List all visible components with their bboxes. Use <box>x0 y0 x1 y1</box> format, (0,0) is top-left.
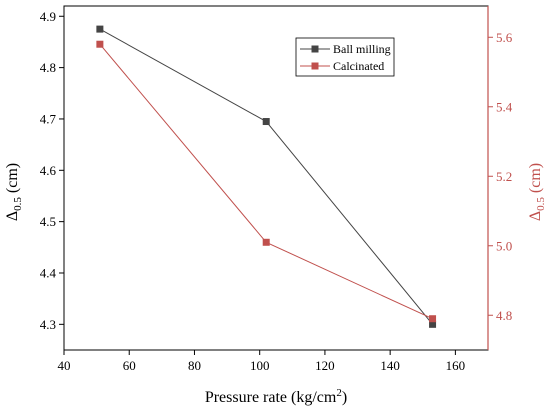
legend-marker-calcinated <box>311 62 319 70</box>
data-point-calcinated <box>96 40 104 48</box>
right-tick-label: 4.8 <box>496 308 512 323</box>
x-tick-label: 120 <box>315 358 335 373</box>
series-line-calcinated <box>99 43 433 320</box>
right-tick-label: 5.0 <box>496 238 512 253</box>
plot-area <box>63 5 489 351</box>
legend: Ball milling Calcinated <box>295 37 395 77</box>
data-point-calcinated <box>262 238 270 246</box>
left-axis-ticks: 4.3 4.4 4.5 4.6 4.7 4.8 4.9 <box>40 9 64 332</box>
right-tick-label: 5.6 <box>496 30 513 45</box>
legend-box <box>295 37 395 77</box>
legend-marker-ball-milling <box>311 45 319 53</box>
data-point-ball-milling <box>96 25 104 33</box>
x-axis-label: Pressure rate (kg/cm2) <box>205 387 347 406</box>
left-tick-label: 4.9 <box>40 9 56 24</box>
data-point-ball-milling <box>429 320 437 328</box>
right-tick-label: 5.2 <box>496 169 512 184</box>
data-point-calcinated <box>429 315 437 323</box>
right-tick-label: 5.4 <box>496 99 513 114</box>
right-axis-label: Δ0.5 (cm) <box>527 163 547 221</box>
legend-item-calcinated: Calcinated <box>300 59 384 73</box>
left-axis-label: Δ0.5 (cm) <box>4 163 24 221</box>
left-tick-label: 4.3 <box>40 317 56 332</box>
series-layer <box>96 25 437 328</box>
left-tick-label: 4.7 <box>40 111 57 126</box>
legend-item-ball-milling: Ball milling <box>300 42 391 56</box>
data-point-ball-milling <box>262 118 270 126</box>
left-tick-label: 4.6 <box>40 163 57 178</box>
right-axis-ticks: 4.8 5.0 5.2 5.4 5.6 <box>488 30 513 323</box>
left-tick-label: 4.8 <box>40 60 56 75</box>
x-tick-label: 60 <box>123 358 136 373</box>
legend-label-ball-milling: Ball milling <box>333 42 391 56</box>
x-axis-ticks: 40 60 80 100 120 140 160 <box>58 350 466 373</box>
x-tick-label: 160 <box>446 358 466 373</box>
x-tick-label: 80 <box>188 358 201 373</box>
left-tick-label: 4.5 <box>40 214 56 229</box>
left-tick-label: 4.4 <box>40 265 57 280</box>
x-tick-label: 140 <box>380 358 400 373</box>
legend-label-calcinated: Calcinated <box>333 59 384 73</box>
x-tick-label: 40 <box>58 358 71 373</box>
x-tick-label: 100 <box>250 358 270 373</box>
